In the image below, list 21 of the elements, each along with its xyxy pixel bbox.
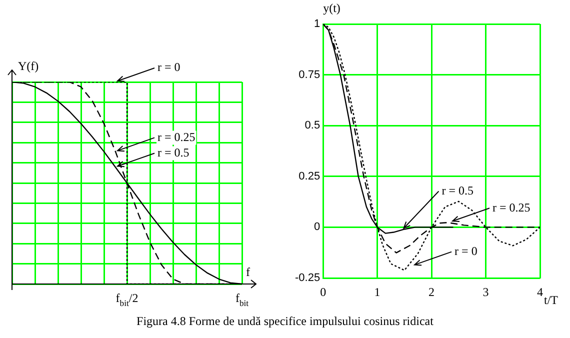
y-tick-label: 0.25 <box>298 170 320 182</box>
y-axis-title: y(t) <box>323 1 340 15</box>
y-tick-label: 0.75 <box>298 68 320 81</box>
x-tick-label: 2 <box>428 285 435 299</box>
y-axis-title: Y(f) <box>18 59 39 73</box>
text: Figura 4.8 Forme de undă specifice impulsului cosinus ridicat <box>136 314 434 329</box>
x-axis-title: t/T <box>544 293 559 307</box>
y-tick-label: 0.5 <box>304 120 320 132</box>
annotation: r = 0.5 <box>442 183 474 198</box>
annotation: r = 0.25 <box>158 130 196 144</box>
annotation: r = 0 <box>454 244 478 258</box>
text: r = 0 <box>158 60 180 74</box>
y-tick-label: -0.25 <box>294 272 320 284</box>
y-tick-label: 1 <box>314 18 320 30</box>
x-tick-label: 4 <box>537 285 543 299</box>
annotation: r = 0.25 <box>492 200 530 214</box>
y-tick-label: 0 <box>314 221 320 234</box>
annotation: r = 0.5 <box>158 145 190 160</box>
x-tick-label: 3 <box>482 285 489 299</box>
x-tick-label: 1 <box>374 285 380 299</box>
x-axis-title: f <box>246 265 250 279</box>
